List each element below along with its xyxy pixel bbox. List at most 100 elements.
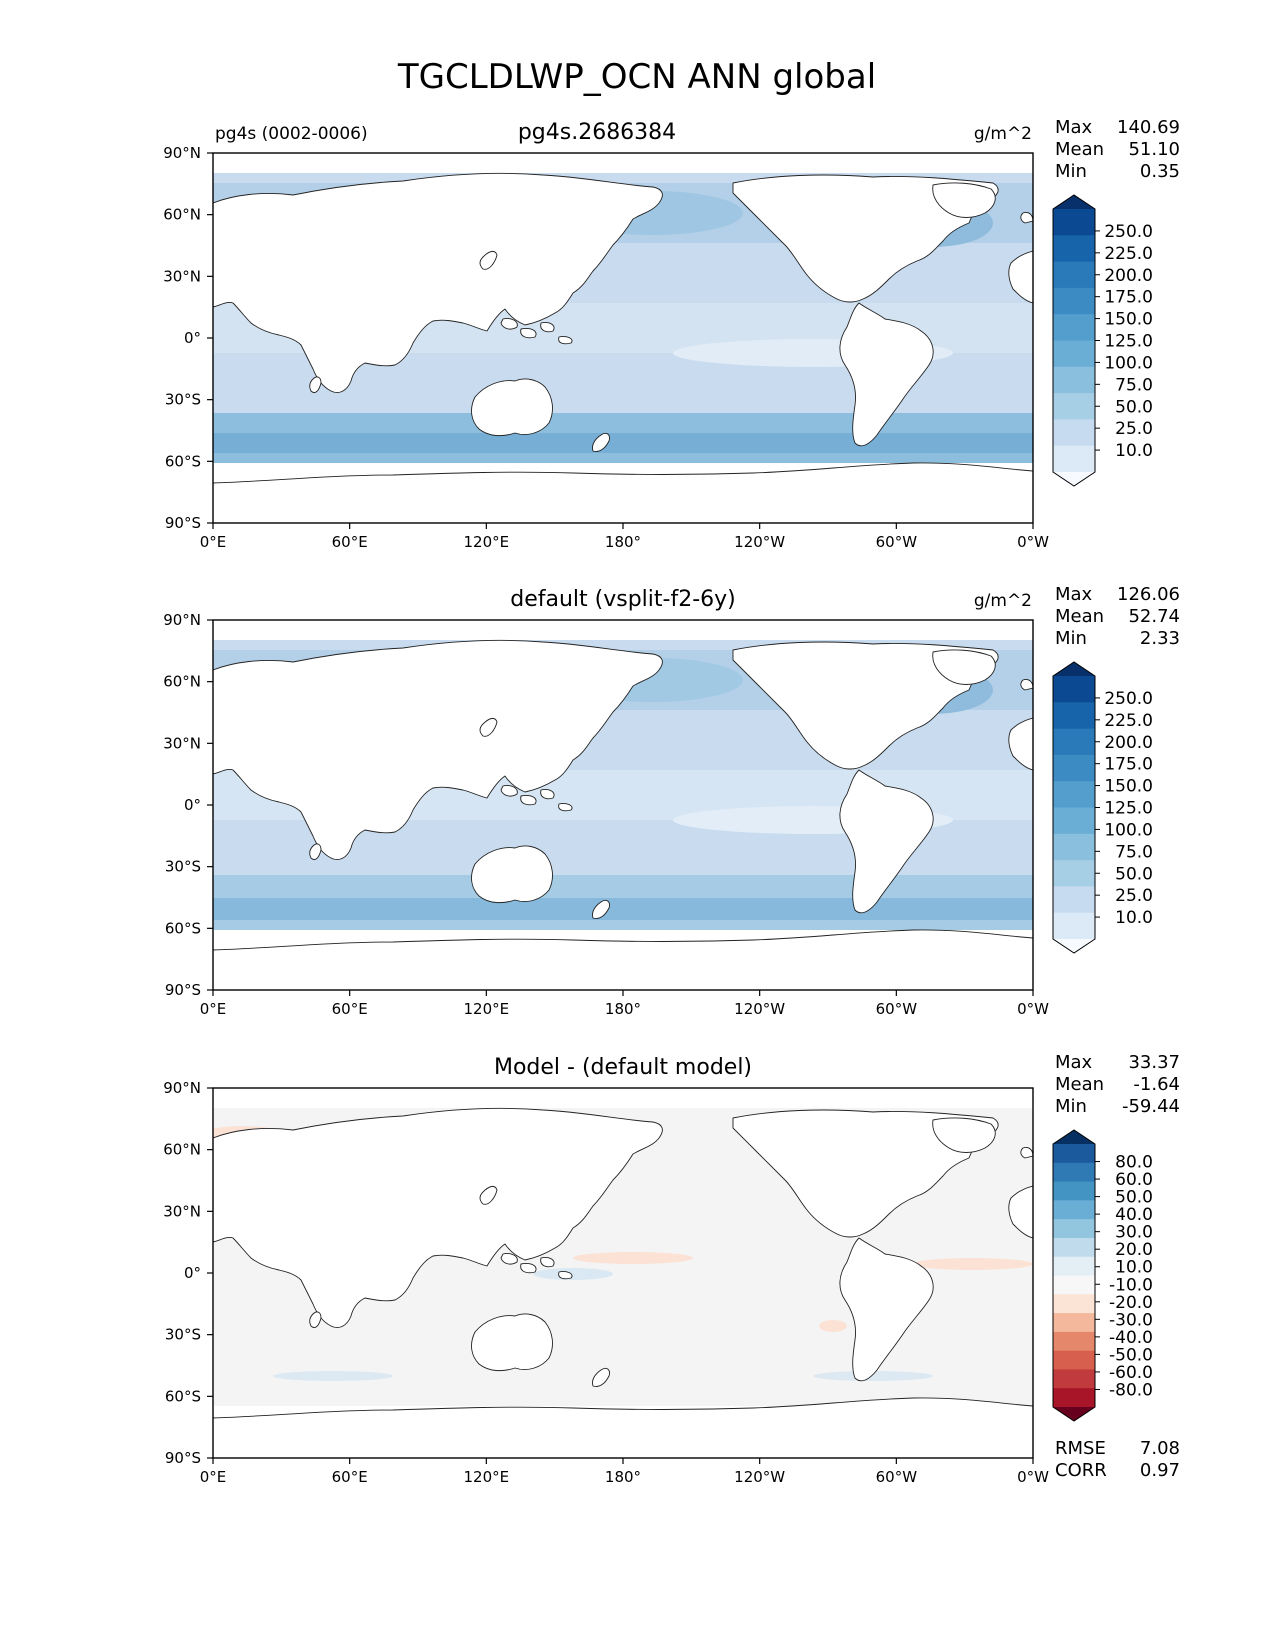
lat-tick-label: 30°S bbox=[165, 858, 201, 876]
colorbar-label: 125.0 bbox=[1104, 332, 1153, 352]
lon-tick-label: 60°E bbox=[332, 1468, 368, 1486]
lon-tick-label: 60°W bbox=[876, 1468, 918, 1486]
colorbar-label: 175.0 bbox=[1104, 288, 1153, 308]
colorbar-label: 10.0 bbox=[1115, 908, 1153, 928]
stat-label: Max bbox=[1055, 584, 1093, 605]
colorbar-label: -40.0 bbox=[1109, 1328, 1153, 1348]
colorbar-swatch bbox=[1053, 1313, 1095, 1333]
lon-tick-label: 180° bbox=[605, 533, 641, 551]
colorbar-swatch bbox=[1053, 676, 1095, 703]
panel-center-title: Model - (default model) bbox=[494, 1055, 752, 1080]
colorbar-extend-min bbox=[1053, 939, 1095, 953]
lon-tick-label: 120°W bbox=[734, 1468, 785, 1486]
colorbar-label: -10.0 bbox=[1109, 1275, 1153, 1295]
lon-tick-label: 0°E bbox=[200, 1000, 227, 1018]
lon-tick-label: 120°E bbox=[464, 1000, 510, 1018]
colorbar-label: -50.0 bbox=[1109, 1345, 1153, 1365]
lat-tick-label: 60°S bbox=[165, 1387, 201, 1405]
colorbar-swatch bbox=[1053, 1200, 1095, 1220]
colorbar-swatch bbox=[1053, 1350, 1095, 1370]
colorbar-label: 25.0 bbox=[1115, 419, 1153, 439]
lon-tick-label: 0°E bbox=[200, 533, 227, 551]
colorbar-swatch bbox=[1053, 1162, 1095, 1183]
stat-label: Min bbox=[1055, 161, 1087, 182]
stat-value: 126.06 bbox=[1117, 584, 1180, 605]
panel-2-decorations: 90°N 60°N 30°N 0° 30°S 60°S 90°S0°E 60°E 120°E 18… bbox=[163, 584, 1180, 1018]
stat-value: 33.37 bbox=[1128, 1052, 1180, 1073]
lon-tick-label: 120°W bbox=[734, 533, 785, 551]
lat-tick-label: 90°N bbox=[163, 144, 201, 162]
colorbar-extend-min bbox=[1053, 472, 1095, 486]
figure-title: TGCLDLWP_OCN ANN global bbox=[397, 57, 876, 97]
lon-tick-label: 60°E bbox=[332, 1000, 368, 1018]
lat-tick-label: 90°S bbox=[165, 981, 201, 999]
stat-label: Mean bbox=[1055, 606, 1104, 627]
colorbar: 250.0225.0200.0175.0150.0125.0100.075.05… bbox=[1052, 194, 1153, 487]
colorbar-swatch bbox=[1053, 1388, 1095, 1408]
colorbar-label: 50.0 bbox=[1115, 1188, 1153, 1208]
colorbar: 80.060.050.040.030.020.010.0-10.0-20.0-3… bbox=[1052, 1129, 1153, 1422]
stat-value: 0.97 bbox=[1140, 1460, 1180, 1481]
lon-tick-label: 0°E bbox=[200, 1468, 227, 1486]
stat-value: -1.64 bbox=[1133, 1074, 1180, 1095]
colorbar-swatch bbox=[1053, 287, 1095, 315]
stat-value: 0.35 bbox=[1140, 161, 1180, 182]
stat-label: CORR bbox=[1055, 1460, 1107, 1481]
colorbar-swatch bbox=[1053, 235, 1095, 263]
colorbar-extend-max bbox=[1053, 195, 1095, 209]
colorbar-label: 100.0 bbox=[1104, 820, 1153, 840]
lat-tick-label: 0° bbox=[184, 329, 201, 347]
colorbar-label: 150.0 bbox=[1104, 777, 1153, 797]
lat-tick-label: 90°S bbox=[165, 514, 201, 532]
lat-tick-label: 60°N bbox=[163, 673, 201, 691]
panel-1: pg4s (0002-0006) pg4s.2686384 g/m^2 bbox=[212, 120, 1034, 524]
lon-tick-label: 120°W bbox=[734, 1000, 785, 1018]
colorbar-swatch bbox=[1053, 445, 1095, 473]
stat-label: Min bbox=[1055, 1096, 1087, 1117]
colorbar-label: -30.0 bbox=[1109, 1310, 1153, 1330]
panel-center-title: pg4s.2686384 bbox=[518, 120, 676, 145]
lat-tick-label: 90°N bbox=[163, 611, 201, 629]
colorbar-swatch bbox=[1053, 1144, 1095, 1164]
map-frame bbox=[212, 1087, 1034, 1459]
colorbar-label: 225.0 bbox=[1104, 244, 1153, 264]
colorbar-label: 30.0 bbox=[1115, 1223, 1153, 1243]
colorbar-extend-max bbox=[1053, 1130, 1095, 1144]
lat-tick-label: 30°N bbox=[163, 267, 201, 285]
colorbar-swatch bbox=[1053, 833, 1095, 861]
stat-value: 7.08 bbox=[1140, 1438, 1180, 1459]
colorbar-swatch bbox=[1053, 1331, 1095, 1352]
lat-tick-label: 30°N bbox=[163, 734, 201, 752]
panel-left-title: pg4s (0002-0006) bbox=[215, 124, 368, 144]
panel-2: default (vsplit-f2-6y) g/m^2 bbox=[212, 587, 1034, 991]
colorbar-label: -80.0 bbox=[1109, 1380, 1153, 1400]
stat-value: -59.44 bbox=[1122, 1096, 1180, 1117]
lat-tick-label: 30°S bbox=[165, 1326, 201, 1344]
lat-tick-label: 0° bbox=[184, 1264, 201, 1282]
colorbar-swatch bbox=[1053, 1219, 1095, 1239]
lat-tick-label: 60°S bbox=[165, 919, 201, 937]
colorbar-swatch bbox=[1053, 1275, 1095, 1295]
colorbar-swatch bbox=[1053, 1237, 1095, 1258]
colorbar-outline bbox=[1052, 194, 1096, 487]
lon-tick-label: 180° bbox=[605, 1468, 641, 1486]
colorbar-swatch bbox=[1053, 781, 1095, 808]
colorbar-swatch bbox=[1053, 754, 1095, 782]
colorbar-swatch bbox=[1053, 261, 1095, 289]
lon-tick-label: 60°W bbox=[876, 1000, 918, 1018]
panel-units: g/m^2 bbox=[974, 124, 1032, 144]
colorbar-label: -20.0 bbox=[1109, 1293, 1153, 1313]
colorbar-swatch bbox=[1053, 702, 1095, 730]
colorbar-label: 10.0 bbox=[1115, 1258, 1153, 1278]
colorbar-swatch bbox=[1053, 807, 1095, 835]
colorbar-label: 200.0 bbox=[1104, 266, 1153, 286]
colorbar-outline bbox=[1052, 661, 1096, 954]
lon-tick-label: 120°E bbox=[464, 533, 510, 551]
lat-tick-label: 30°S bbox=[165, 391, 201, 409]
colorbar-swatch bbox=[1053, 393, 1095, 420]
stat-value: 140.69 bbox=[1117, 117, 1180, 138]
stat-label: Mean bbox=[1055, 139, 1104, 160]
colorbar-label: 75.0 bbox=[1115, 375, 1153, 395]
colorbar-label: 75.0 bbox=[1115, 842, 1153, 862]
